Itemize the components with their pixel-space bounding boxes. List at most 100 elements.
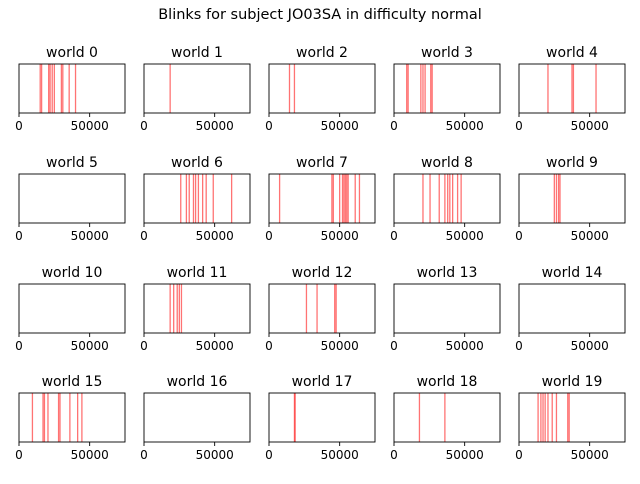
subplot: world 5 0 50000 bbox=[15, 155, 126, 243]
x-tick-label: 0 bbox=[265, 119, 273, 133]
subplot-title: world 4 bbox=[546, 45, 598, 61]
subplot: world 4 0 50000 bbox=[515, 45, 626, 133]
axes-frame bbox=[143, 63, 251, 114]
subplot: world 7 0 50000 bbox=[265, 155, 376, 243]
subplot: world 19 0 50000 bbox=[515, 374, 626, 462]
subplot-title: world 12 bbox=[292, 265, 353, 281]
figure-title: Blinks for subject JO03SA in difficulty … bbox=[158, 7, 482, 23]
x-tick-label: 50000 bbox=[196, 448, 234, 462]
subplot-title: world 1 bbox=[171, 45, 223, 61]
subplot: world 17 0 50000 bbox=[265, 374, 376, 462]
subplot: world 8 0 50000 bbox=[390, 155, 501, 243]
subplot: world 0 0 50000 bbox=[15, 45, 126, 133]
subplot: world 11 0 50000 bbox=[140, 265, 251, 353]
x-tick-label: 50000 bbox=[196, 229, 234, 243]
x-tick-label: 0 bbox=[140, 119, 148, 133]
x-tick-label: 0 bbox=[265, 339, 273, 353]
x-tick-label: 50000 bbox=[446, 448, 484, 462]
x-tick-label: 0 bbox=[515, 339, 523, 353]
subplot-title: world 11 bbox=[167, 265, 228, 281]
subplot: world 9 0 50000 bbox=[515, 155, 626, 243]
x-tick-label: 50000 bbox=[321, 448, 359, 462]
x-tick-label: 0 bbox=[140, 339, 148, 353]
axes-frame bbox=[268, 392, 376, 443]
subplot-title: world 3 bbox=[421, 45, 473, 61]
axes-frame bbox=[518, 283, 626, 334]
x-tick-label: 0 bbox=[15, 448, 23, 462]
x-tick-label: 50000 bbox=[571, 229, 609, 243]
subplot-title: world 0 bbox=[46, 45, 98, 61]
x-tick-label: 50000 bbox=[446, 119, 484, 133]
axes-frame bbox=[18, 283, 126, 334]
subplot-title: world 15 bbox=[42, 374, 103, 390]
axes-frame bbox=[18, 173, 126, 224]
subplot-title: world 10 bbox=[42, 265, 103, 281]
x-tick-label: 50000 bbox=[71, 448, 109, 462]
x-tick-label: 0 bbox=[140, 229, 148, 243]
axes-frame bbox=[393, 63, 501, 114]
axes-frame bbox=[18, 392, 126, 443]
subplot-title: world 13 bbox=[417, 265, 478, 281]
x-tick-label: 0 bbox=[390, 339, 398, 353]
subplot-title: world 18 bbox=[417, 374, 478, 390]
x-tick-label: 0 bbox=[140, 448, 148, 462]
x-tick-label: 0 bbox=[15, 339, 23, 353]
x-tick-label: 0 bbox=[390, 229, 398, 243]
x-tick-label: 50000 bbox=[446, 339, 484, 353]
x-tick-label: 50000 bbox=[446, 229, 484, 243]
subplot-title: world 17 bbox=[292, 374, 353, 390]
x-tick-label: 50000 bbox=[71, 229, 109, 243]
subplot-title: world 6 bbox=[171, 155, 223, 171]
x-tick-label: 50000 bbox=[321, 339, 359, 353]
axes-frame bbox=[518, 392, 626, 443]
subplot: world 1 0 50000 bbox=[140, 45, 251, 133]
x-tick-label: 50000 bbox=[321, 119, 359, 133]
x-tick-label: 0 bbox=[515, 229, 523, 243]
x-tick-label: 0 bbox=[265, 229, 273, 243]
axes-frame bbox=[18, 63, 126, 114]
subplot: world 13 0 50000 bbox=[390, 265, 501, 353]
subplot: world 15 0 50000 bbox=[15, 374, 126, 462]
x-tick-label: 50000 bbox=[71, 339, 109, 353]
x-tick-label: 50000 bbox=[571, 339, 609, 353]
subplot-title: world 8 bbox=[421, 155, 473, 171]
subplot: world 2 0 50000 bbox=[265, 45, 376, 133]
subplot-title: world 14 bbox=[542, 265, 603, 281]
x-tick-label: 50000 bbox=[196, 119, 234, 133]
x-tick-label: 0 bbox=[515, 448, 523, 462]
x-tick-label: 50000 bbox=[321, 229, 359, 243]
x-tick-label: 0 bbox=[515, 119, 523, 133]
axes-frame bbox=[143, 173, 251, 224]
subplot-title: world 16 bbox=[167, 374, 228, 390]
axes-frame bbox=[518, 173, 626, 224]
subplot-title: world 7 bbox=[296, 155, 348, 171]
subplot-title: world 5 bbox=[46, 155, 98, 171]
subplot-title: world 2 bbox=[296, 45, 348, 61]
subplot: world 12 0 50000 bbox=[265, 265, 376, 353]
axes-frame bbox=[268, 63, 376, 114]
axes-frame bbox=[393, 283, 501, 334]
axes-frame bbox=[393, 392, 501, 443]
axes-frame bbox=[268, 173, 376, 224]
x-tick-label: 0 bbox=[15, 119, 23, 133]
subplot-title: world 9 bbox=[546, 155, 598, 171]
subplot: world 3 0 50000 bbox=[390, 45, 501, 133]
x-tick-label: 0 bbox=[390, 119, 398, 133]
subplot: world 6 0 50000 bbox=[140, 155, 251, 243]
x-tick-label: 50000 bbox=[571, 119, 609, 133]
subplot: world 18 0 50000 bbox=[390, 374, 501, 462]
x-tick-label: 50000 bbox=[71, 119, 109, 133]
axes-frame bbox=[143, 392, 251, 443]
subplot: world 14 0 50000 bbox=[515, 265, 626, 353]
axes-frame bbox=[268, 283, 376, 334]
subplot-title: world 19 bbox=[542, 374, 603, 390]
axes-frame bbox=[393, 173, 501, 224]
subplot: world 10 0 50000 bbox=[15, 265, 126, 353]
x-tick-label: 50000 bbox=[196, 339, 234, 353]
subplot: world 16 0 50000 bbox=[140, 374, 251, 462]
axes-frame bbox=[518, 63, 626, 114]
x-tick-label: 0 bbox=[265, 448, 273, 462]
x-tick-label: 50000 bbox=[571, 448, 609, 462]
